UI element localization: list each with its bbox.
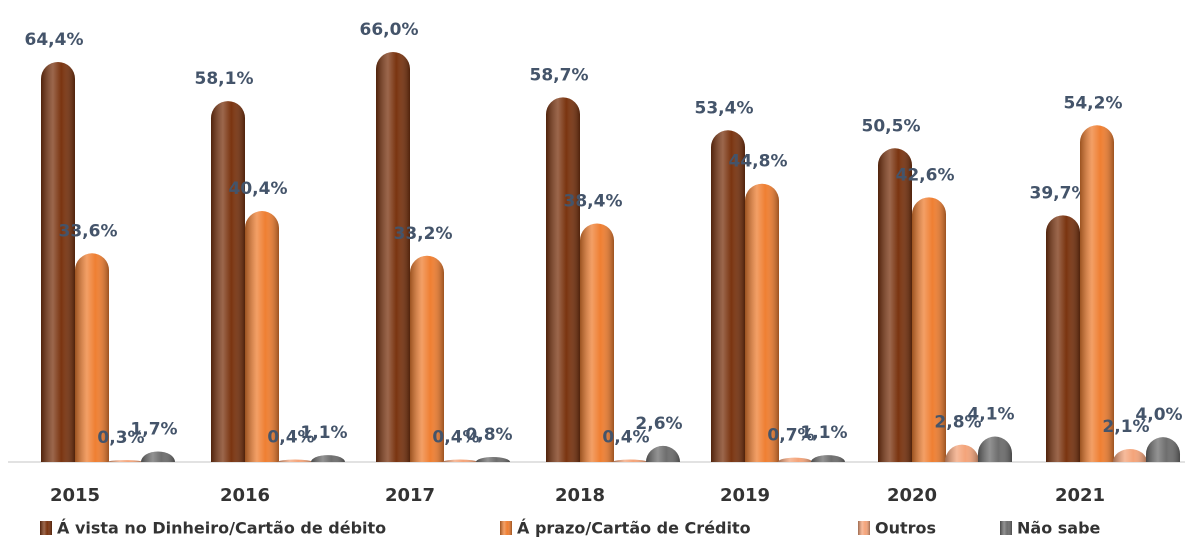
bar <box>1046 215 1080 462</box>
bar <box>1113 448 1147 462</box>
value-label: 42,6% <box>896 165 955 185</box>
value-label: 58,1% <box>195 69 254 89</box>
value-label: 0,7% <box>767 426 814 446</box>
bar <box>141 451 175 462</box>
value-label: 44,8% <box>729 152 788 172</box>
value-label: 0,8% <box>465 425 512 445</box>
value-label: 38,4% <box>564 191 623 211</box>
value-label: 33,2% <box>394 224 453 244</box>
bar <box>311 455 345 462</box>
value-label: 58,7% <box>530 65 589 85</box>
bar <box>108 460 142 462</box>
legend-label: Á vista no Dinheiro/Cartão de débito <box>57 519 386 538</box>
value-label: 54,2% <box>1064 93 1123 113</box>
x-tick-label: 2018 <box>555 485 605 506</box>
value-label: 4,1% <box>967 405 1014 425</box>
value-label: 64,4% <box>25 30 84 50</box>
value-label: 50,5% <box>862 116 921 136</box>
x-tick-label: 2019 <box>720 485 770 506</box>
value-label: 0,3% <box>97 428 144 448</box>
x-tick-label: 2016 <box>220 485 270 506</box>
legend-label: Outros <box>875 519 936 538</box>
value-label: 40,4% <box>229 179 288 199</box>
legend-swatch-shade <box>1000 521 1012 535</box>
bar <box>278 459 312 462</box>
x-tick-label: 2020 <box>887 485 937 506</box>
legend-swatch-shade <box>500 521 512 535</box>
bar <box>711 130 745 463</box>
bar <box>1080 125 1114 462</box>
value-label: 2,6% <box>635 414 682 434</box>
value-label: 33,6% <box>59 221 118 241</box>
legend-swatch-shade <box>40 521 52 535</box>
value-label: 2,1% <box>1102 417 1149 437</box>
bar <box>613 459 647 462</box>
legend-label: Não sabe <box>1017 519 1101 538</box>
bar <box>745 183 779 463</box>
bar <box>376 52 410 462</box>
value-label: 0,4% <box>432 428 479 448</box>
bar <box>476 457 510 462</box>
value-label: 0,4% <box>267 428 314 448</box>
x-tick-label: 2017 <box>385 485 435 506</box>
bar <box>580 223 614 462</box>
bar <box>443 459 477 462</box>
value-label: 2,8% <box>934 413 981 433</box>
bar <box>978 436 1012 462</box>
bar <box>245 211 279 462</box>
bar <box>41 61 75 462</box>
legend-label: Á prazo/Cartão de Crédito <box>517 519 751 538</box>
value-label: 66,0% <box>360 20 419 40</box>
bar <box>778 457 812 462</box>
bar <box>811 455 845 462</box>
bar <box>878 148 912 462</box>
value-label: 1,1% <box>800 423 847 443</box>
bar <box>546 97 580 463</box>
value-label: 53,4% <box>695 98 754 118</box>
value-label: 1,7% <box>130 419 177 439</box>
value-label: 4,0% <box>1135 405 1182 425</box>
bar <box>211 101 245 463</box>
value-label: 0,4% <box>602 428 649 448</box>
x-tick-label: 2015 <box>50 485 100 506</box>
bar <box>945 444 979 462</box>
value-label: 39,7% <box>1030 183 1089 203</box>
x-tick-label: 2021 <box>1055 485 1105 506</box>
bar <box>1146 437 1180 462</box>
bar <box>646 445 680 462</box>
legend-swatch-shade <box>858 521 870 535</box>
value-label: 1,1% <box>300 423 347 443</box>
